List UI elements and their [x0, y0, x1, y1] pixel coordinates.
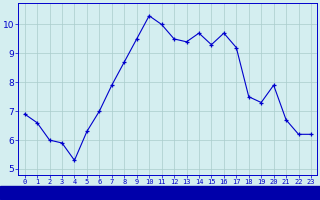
X-axis label: Graphe des températures (°c): Graphe des températures (°c)	[92, 188, 244, 197]
